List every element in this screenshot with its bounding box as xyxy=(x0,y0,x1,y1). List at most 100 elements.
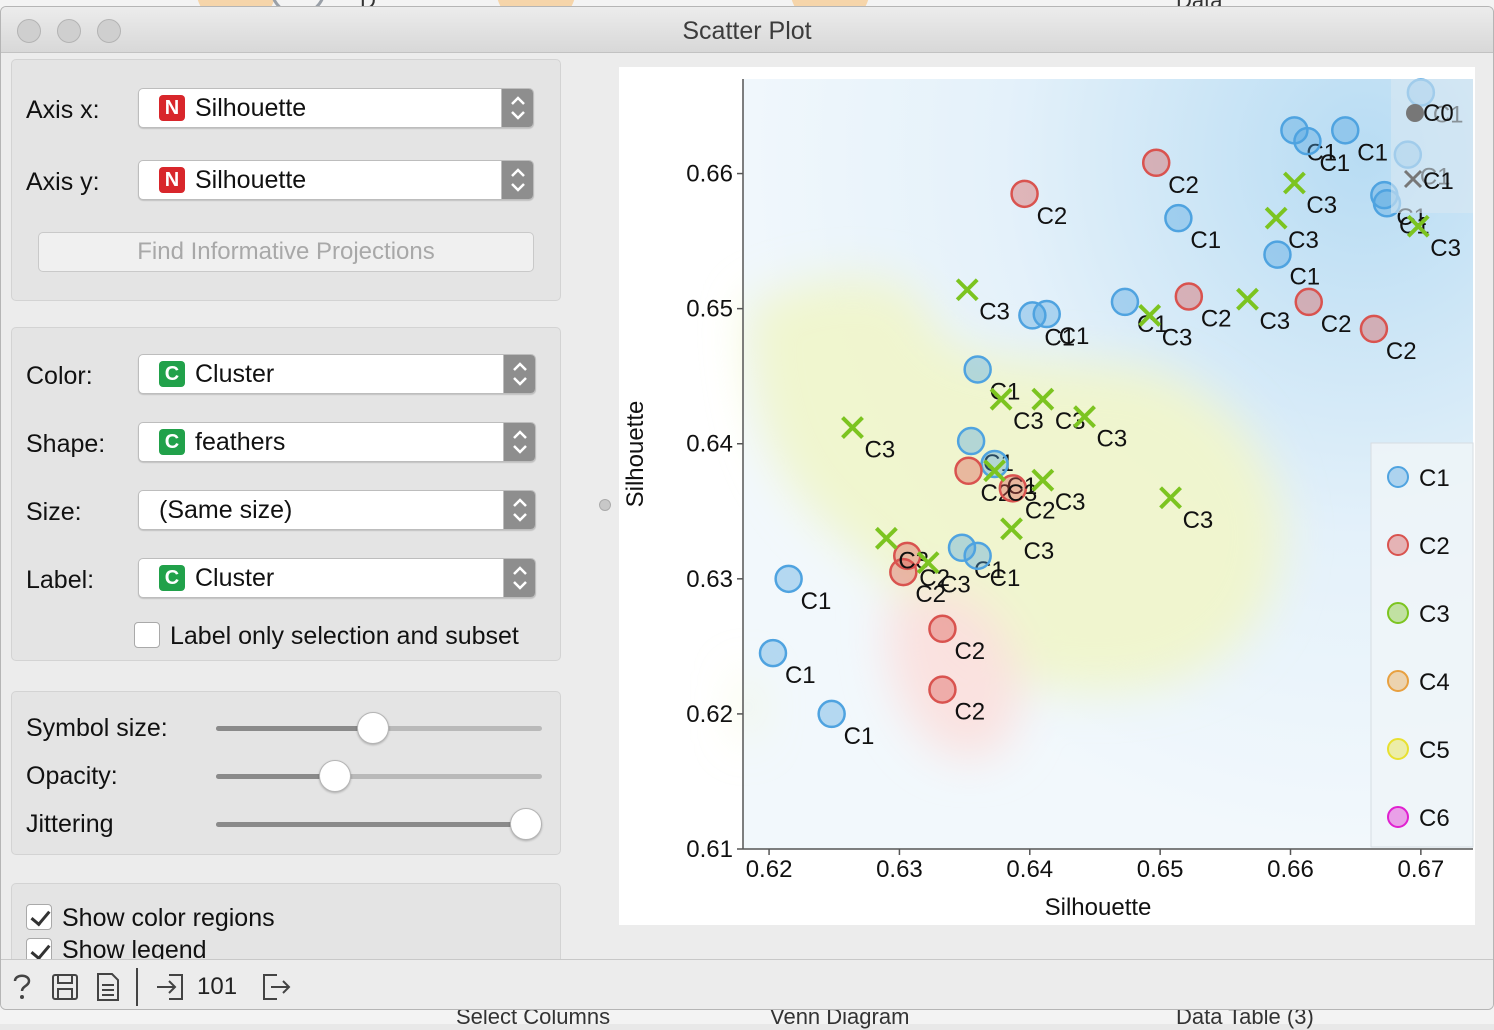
data-point-c2[interactable] xyxy=(1174,282,1204,311)
data-point-c2[interactable] xyxy=(954,456,983,486)
data-point-c1[interactable] xyxy=(1164,203,1193,233)
data-point-c1[interactable] xyxy=(980,449,1009,479)
slider-knob[interactable] xyxy=(510,808,542,840)
symbol-size-slider[interactable] xyxy=(216,712,542,744)
data-point-c3[interactable] xyxy=(1000,517,1023,541)
show-color-regions-checkbox[interactable] xyxy=(26,904,52,930)
axis-x-select[interactable]: N Silhouette xyxy=(138,88,534,128)
y-tick-label: 0.66 xyxy=(686,161,733,188)
data-point-c1[interactable] xyxy=(1331,116,1360,145)
data-point-c3[interactable] xyxy=(1264,206,1288,230)
point-label: C3 xyxy=(1259,308,1290,335)
shape-select[interactable]: C feathers xyxy=(138,422,536,462)
data-point-c3[interactable] xyxy=(1406,214,1430,238)
point-label: C2 xyxy=(1321,311,1352,338)
slider-knob[interactable] xyxy=(319,760,351,792)
scatter-plot-area[interactable]: 0.62 0.63 0.64 0.65 0.66 0.67 0.61 0.62 0.63 0.64… xyxy=(619,67,1475,925)
data-point-c1[interactable] xyxy=(758,638,788,668)
data-point-c3[interactable] xyxy=(1031,387,1055,411)
label-label: Label: xyxy=(26,566,95,594)
symbol-settings-panel: Symbol size: Opacity: Jittering xyxy=(11,691,561,855)
color-label: Color: xyxy=(26,362,93,390)
slider-knob[interactable] xyxy=(357,712,389,744)
close-window-button[interactable] xyxy=(17,19,41,43)
point-label: C3 xyxy=(1162,324,1193,351)
help-icon[interactable] xyxy=(11,972,33,1007)
data-point-c1[interactable] xyxy=(1018,301,1047,330)
label-only-selection-checkbox[interactable] xyxy=(134,622,160,648)
data-point-c3[interactable] xyxy=(1236,287,1259,311)
point-label: C3 xyxy=(1055,489,1086,516)
point-label: C2 xyxy=(954,638,985,665)
data-point-c2[interactable] xyxy=(1294,287,1323,317)
top-legend-label: C1 xyxy=(1423,168,1454,195)
x-tick-label: 0.62 xyxy=(746,856,793,883)
legend-swatch-c4 xyxy=(1387,670,1409,692)
data-point-c2[interactable] xyxy=(1010,179,1039,209)
label-select[interactable]: C Cluster xyxy=(138,558,536,598)
zoom-window-button[interactable] xyxy=(97,19,121,43)
point-label: C1 xyxy=(785,662,816,689)
data-point-c2[interactable] xyxy=(1359,314,1389,344)
data-point-c1[interactable] xyxy=(1263,240,1292,269)
jittering-slider[interactable] xyxy=(216,808,542,840)
x-axis-title: Silhouette xyxy=(1045,894,1152,921)
point-label: C3 xyxy=(940,572,971,599)
data-point-c2[interactable] xyxy=(889,557,918,587)
data-point-c3[interactable] xyxy=(1159,486,1182,510)
cross-stroke xyxy=(1031,468,1055,492)
top-legend-swatch-c1 xyxy=(1403,169,1423,189)
legend-label: C4 xyxy=(1419,669,1450,696)
data-point-c3[interactable] xyxy=(989,387,1013,411)
legend-label: C6 xyxy=(1419,805,1450,832)
title-bar[interactable]: Scatter Plot xyxy=(1,7,1493,53)
color-region-c2 xyxy=(887,587,1021,759)
data-point-c1[interactable] xyxy=(1032,299,1061,329)
data-point-c3[interactable] xyxy=(874,526,898,550)
input-icon[interactable] xyxy=(155,972,185,1007)
data-point-c3[interactable] xyxy=(955,278,979,302)
data-point-c3[interactable] xyxy=(1282,171,1306,195)
categorical-type-icon: C xyxy=(159,429,185,455)
data-point-c1[interactable] xyxy=(817,699,846,729)
splitter-handle[interactable] xyxy=(599,499,611,511)
color-select[interactable]: C Cluster xyxy=(138,354,536,394)
axis-y-select[interactable]: N Silhouette xyxy=(138,160,534,200)
data-point-c2[interactable] xyxy=(928,675,957,704)
data-point-c1[interactable] xyxy=(963,541,992,571)
data-point-c3[interactable] xyxy=(916,551,940,575)
find-informative-projections-button[interactable]: Find Informative Projections xyxy=(38,232,534,272)
report-icon[interactable] xyxy=(95,972,121,1007)
data-point-c1[interactable] xyxy=(774,564,803,594)
chevron-updown-icon xyxy=(501,89,533,127)
data-point-c1[interactable] xyxy=(1110,287,1140,317)
data-point-c1[interactable] xyxy=(1293,126,1322,156)
data-point-c2[interactable] xyxy=(998,474,1028,503)
cross-stroke xyxy=(955,278,979,302)
shape-label: Shape: xyxy=(26,430,106,458)
categorical-type-icon: C xyxy=(159,565,185,591)
data-point-c1[interactable] xyxy=(956,426,986,456)
size-select[interactable]: (Same size) xyxy=(138,490,536,530)
data-point-c1[interactable] xyxy=(947,533,977,563)
axis-y-value: Silhouette xyxy=(195,165,307,194)
data-point-c2[interactable] xyxy=(928,614,957,644)
data-point-c3[interactable] xyxy=(1073,405,1096,429)
scatter-plot-svg[interactable]: 0.62 0.63 0.64 0.65 0.66 0.67 0.61 0.62 0.63 0.64… xyxy=(619,67,1475,925)
data-point-c3[interactable] xyxy=(983,459,1007,483)
data-point-c1[interactable] xyxy=(963,355,992,384)
legend-swatch-c2 xyxy=(1387,534,1409,556)
opacity-slider[interactable] xyxy=(216,760,542,792)
output-icon[interactable] xyxy=(261,972,293,1007)
data-point-c3[interactable] xyxy=(1031,468,1055,492)
data-point-c3[interactable] xyxy=(841,416,864,439)
point-label: C1 xyxy=(1319,150,1350,177)
data-point-c2[interactable] xyxy=(1141,148,1171,178)
x-tick-label: 0.64 xyxy=(1006,856,1053,883)
status-bar: 101 xyxy=(1,959,1493,1009)
show-color-regions-text: Show color regions xyxy=(62,904,275,932)
data-point-c3[interactable] xyxy=(1138,303,1162,327)
minimize-window-button[interactable] xyxy=(57,19,81,43)
x-tick-label: 0.66 xyxy=(1267,856,1314,883)
save-icon[interactable] xyxy=(51,972,79,1007)
